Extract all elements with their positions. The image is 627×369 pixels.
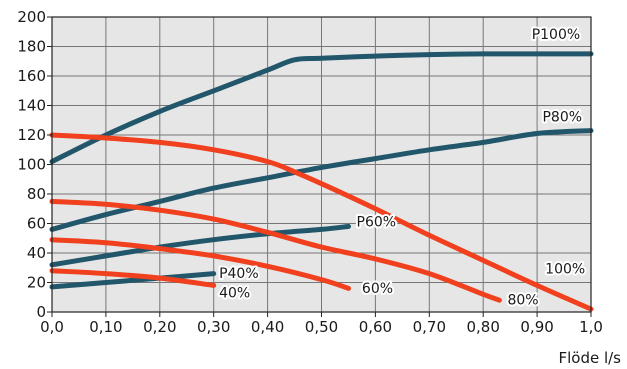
x-tick-label: 0,80 xyxy=(466,318,499,336)
series-line-pressure-p60 xyxy=(49,223,351,268)
x-tick-label: 0,70 xyxy=(413,318,446,336)
x-tick-label: 1,0 xyxy=(579,318,603,336)
series-label-p60: P60% xyxy=(357,214,397,230)
series-label-halo-40: 40% xyxy=(219,285,250,301)
y-tick-label: 160 xyxy=(17,67,46,85)
series-label-halo-p40: P40% xyxy=(219,266,259,282)
series-label-halo-80: 80% xyxy=(507,293,538,309)
y-tick-label: 100 xyxy=(17,156,46,174)
x-tick-label: 0,30 xyxy=(197,318,230,336)
series-label-p80: P80% xyxy=(542,110,582,126)
series-line-power-40 xyxy=(49,268,217,288)
y-axis: 0 20 40 60 80 100 120 140 160 180 200 xyxy=(17,8,52,321)
series-label-halo-p80: P80% xyxy=(542,110,582,126)
y-tick-label: 200 xyxy=(17,8,46,26)
series-line-pressure-p40 xyxy=(49,271,217,290)
x-tick-label: 0,60 xyxy=(359,318,392,336)
series-label-40: 40% xyxy=(219,285,250,301)
series-layer xyxy=(49,51,594,312)
x-tick-label: 0,20 xyxy=(143,318,176,336)
x-tick-label: 0,10 xyxy=(89,318,122,336)
series-labels: P100%P100%P80%P80%P60%P60%P40%P40% 100%10… xyxy=(217,25,587,311)
series-line-pressure-p100 xyxy=(49,51,594,165)
series-label-80: 80% xyxy=(507,293,538,309)
y-tick-label: 120 xyxy=(17,126,46,144)
x-axis: 0,0 0,10 0,20 0,30 0,40 0,50 0,60 0,70 0,80 0,90 1… xyxy=(40,312,603,336)
x-tick-label: 0,0 xyxy=(40,318,64,336)
series-label-halo-p100: P100% xyxy=(532,27,580,43)
grid xyxy=(52,17,591,312)
y-tick-label: 20 xyxy=(27,274,46,292)
series-label-p100: P100% xyxy=(532,27,580,43)
series-line-power-60 xyxy=(49,237,351,291)
x-axis-title: Flöde l/s xyxy=(558,349,621,367)
x-tick-label: 0,90 xyxy=(520,318,553,336)
y-tick-label: 40 xyxy=(27,244,46,262)
y-tick-label: 80 xyxy=(27,185,46,203)
y-tick-label: 140 xyxy=(17,97,46,115)
y-tick-label: 180 xyxy=(17,38,46,56)
x-tick-label: 0,40 xyxy=(251,318,284,336)
y-tick-label: 0 xyxy=(36,303,46,321)
x-tick-label: 0,50 xyxy=(305,318,338,336)
series-label-halo-100: 100% xyxy=(545,262,585,278)
series-line-power-80 xyxy=(49,198,502,303)
series-line-pressure-p80 xyxy=(49,128,594,232)
series-label-p40: P40% xyxy=(219,266,259,282)
series-label-halo-p60: P60% xyxy=(357,214,397,230)
series-label-halo-60: 60% xyxy=(362,281,393,297)
series-line-power-100 xyxy=(49,132,594,312)
y-tick-label: 60 xyxy=(27,215,46,233)
series-label-100: 100% xyxy=(545,262,585,278)
series-label-60: 60% xyxy=(362,281,393,297)
